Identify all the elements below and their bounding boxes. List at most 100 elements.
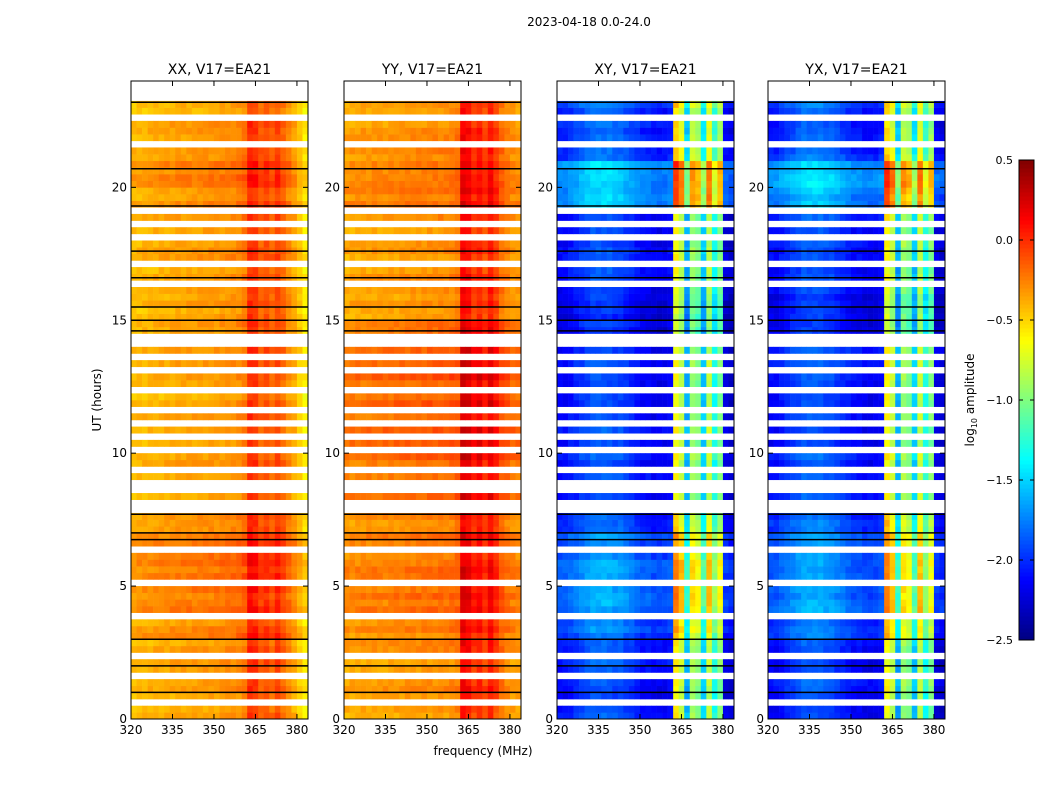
heatmap-cell <box>175 100 182 108</box>
heatmap-cell <box>476 200 483 208</box>
heatmap-cell <box>377 519 384 527</box>
heatmap-cell <box>651 559 657 567</box>
heatmap-cell <box>465 306 472 314</box>
heatmap-cell <box>258 625 265 633</box>
heatmap-cell <box>377 439 384 447</box>
heatmap-cell <box>595 705 602 713</box>
heatmap-cell <box>208 665 215 673</box>
heatmap-cell <box>684 606 691 613</box>
heatmap-cell <box>241 213 248 221</box>
heatmap-cell <box>247 187 253 195</box>
heatmap-cell <box>476 426 483 434</box>
heatmap-cell <box>263 493 270 500</box>
heatmap-cell <box>258 380 265 388</box>
heatmap-cell <box>191 180 198 188</box>
heatmap-cell <box>460 160 466 168</box>
heatmap-cell <box>180 639 187 647</box>
heatmap-cell <box>136 227 143 235</box>
heatmap-cell <box>482 493 489 500</box>
heatmap-cell <box>252 300 259 308</box>
heatmap-cell <box>471 400 478 407</box>
heatmap-cell <box>476 393 483 401</box>
heatmap-cell <box>482 120 489 128</box>
heatmap-cell <box>208 519 215 527</box>
heatmap-cell <box>700 692 707 700</box>
heatmap-cell <box>404 493 411 500</box>
heatmap-cell <box>219 625 226 633</box>
heatmap-cell <box>274 665 281 673</box>
heatmap-cell <box>291 253 298 261</box>
heatmap-cell <box>460 380 466 388</box>
heatmap-cell <box>169 360 176 368</box>
heatmap-cell <box>252 187 259 195</box>
heatmap-cell <box>219 632 226 640</box>
heatmap-cell <box>296 154 303 162</box>
heatmap-cell <box>236 586 242 594</box>
heatmap-cell <box>142 134 148 142</box>
heatmap-cell <box>504 413 511 421</box>
heatmap-cell <box>678 559 685 567</box>
heatmap-cell <box>371 665 378 673</box>
heatmap-cell <box>269 213 276 221</box>
heatmap-cell <box>366 493 372 500</box>
heatmap-cell <box>175 552 182 560</box>
heatmap-cell <box>454 200 461 208</box>
heatmap-cell <box>432 606 439 613</box>
heatmap-cell <box>573 572 580 580</box>
heatmap-cell <box>225 572 231 580</box>
heatmap-cell <box>180 692 187 700</box>
heatmap-cell <box>252 632 259 640</box>
heatmap-cell <box>371 134 378 142</box>
heatmap-cell <box>252 306 259 314</box>
heatmap-cell <box>213 174 220 181</box>
heatmap-cell <box>236 400 242 407</box>
heatmap-cell <box>202 174 209 181</box>
heatmap-cell <box>291 360 298 368</box>
y-tick-label: 0 <box>119 712 127 726</box>
heatmap-cell <box>421 267 428 275</box>
heatmap-cell <box>449 665 455 673</box>
heatmap-cell <box>443 147 450 155</box>
heatmap-cell <box>186 512 193 520</box>
heatmap-cell <box>388 512 395 520</box>
heatmap-cell <box>202 213 209 221</box>
heatmap-cell <box>169 453 176 461</box>
heatmap-cell <box>360 180 367 188</box>
heatmap-cell <box>612 566 619 574</box>
heatmap-cell <box>269 393 276 401</box>
heatmap-cell <box>415 120 422 128</box>
heatmap-cell <box>410 147 417 155</box>
heatmap-cell <box>147 625 154 633</box>
heatmap-cell <box>404 599 411 607</box>
heatmap-cell <box>498 599 505 607</box>
heatmap-cell <box>360 439 367 447</box>
heatmap-cell <box>202 346 209 354</box>
heatmap-cell <box>280 659 287 667</box>
heatmap-cell <box>147 380 154 388</box>
heatmap-cell <box>557 639 563 647</box>
heatmap-cell <box>153 493 159 500</box>
heatmap-cell <box>404 127 411 135</box>
heatmap-cell <box>208 373 215 381</box>
heatmap-cell <box>584 566 591 574</box>
heatmap-cell <box>291 300 298 308</box>
heatmap-cell <box>487 493 494 500</box>
heatmap-cell <box>404 453 411 461</box>
heatmap-cell <box>136 692 143 700</box>
heatmap-cell <box>153 174 159 181</box>
heatmap-cell <box>147 426 154 434</box>
heatmap-cell <box>617 619 624 627</box>
heatmap-cell <box>136 619 143 627</box>
heatmap-cell <box>382 592 389 600</box>
heatmap-cell <box>673 632 679 640</box>
heatmap-cell <box>438 147 444 155</box>
heatmap-cell <box>595 606 602 613</box>
heatmap-cell <box>410 134 417 142</box>
heatmap-cell <box>202 287 209 294</box>
heatmap-cell <box>247 227 253 235</box>
heatmap-cell <box>366 705 372 713</box>
y-axis-label: UT (hours) <box>90 368 104 431</box>
heatmap-cell <box>498 180 505 188</box>
heatmap-cell <box>191 459 198 467</box>
heatmap-cell <box>639 645 646 653</box>
